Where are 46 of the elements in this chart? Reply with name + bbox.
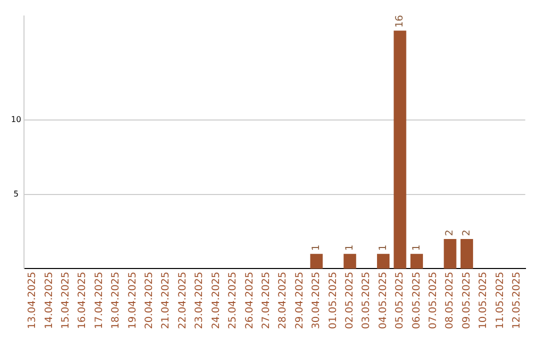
x-tick-label: 17.04.2025 (94, 272, 105, 330)
x-tick-label: 13.04.2025 (27, 272, 38, 330)
x-tick-label: 10.05.2025 (478, 272, 490, 330)
bar (394, 30, 406, 269)
x-tick-label: 12.05.2025 (511, 272, 522, 330)
x-tick-label: 22.04.2025 (177, 272, 188, 330)
bar (377, 254, 390, 269)
x-tick-label: 21.04.2025 (160, 272, 172, 330)
x-tick-label: 28.04.2025 (278, 272, 289, 330)
y-tick-label: 5 (14, 189, 19, 198)
data-label: 1 (378, 244, 389, 251)
data-label: 16 (394, 14, 406, 28)
x-tick-label: 02.05.2025 (344, 272, 356, 330)
x-tick-label: 27.04.2025 (260, 272, 272, 330)
y-tick-label: 10 (10, 115, 22, 124)
x-tick-label: 06.05.2025 (411, 272, 422, 330)
bar (310, 254, 323, 269)
data-label: 1 (411, 244, 422, 251)
x-tick-label: 29.04.2025 (294, 272, 306, 330)
data-label: 2 (461, 230, 472, 236)
bar (344, 254, 356, 269)
x-tick-label: 11.05.2025 (494, 272, 506, 330)
x-tick-label: 08.05.2025 (444, 272, 456, 330)
bar (444, 238, 456, 269)
x-tick-label: 18.04.2025 (110, 272, 122, 330)
x-tick-label: 19.04.2025 (127, 272, 138, 330)
x-tick-label: 14.04.2025 (44, 272, 55, 330)
data-label: 1 (344, 244, 356, 251)
x-tick-label: 25.04.2025 (228, 272, 239, 330)
x-tick-label: 09.05.2025 (461, 272, 472, 330)
bar (460, 238, 474, 269)
x-tick-label: 07.05.2025 (428, 272, 439, 330)
x-tick-label: 16.04.2025 (77, 272, 88, 330)
x-tick-label: 04.05.2025 (378, 272, 389, 330)
data-label: 1 (311, 244, 322, 251)
x-tick-label: 20.04.2025 (144, 272, 156, 330)
x-tick-label: 15.04.2025 (60, 272, 72, 330)
x-tick-label: 01.05.2025 (328, 272, 339, 330)
x-tick-label: 03.05.2025 (361, 272, 372, 330)
data-label: 2 (444, 230, 456, 236)
x-tick-label: 23.04.2025 (194, 272, 206, 330)
x-tick-label: 05.05.2025 (394, 272, 406, 330)
bar (410, 254, 423, 269)
x-tick-label: 30.04.2025 (311, 272, 322, 330)
x-tick-label: 26.04.2025 (244, 272, 256, 330)
x-tick-label: 24.04.2025 (210, 272, 222, 330)
